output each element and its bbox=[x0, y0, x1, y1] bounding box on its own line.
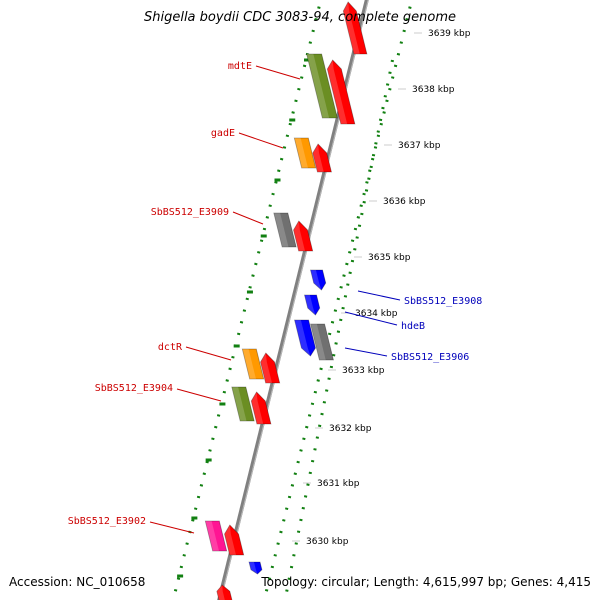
gene-box-SbBS512_E3904 bbox=[231, 386, 255, 422]
tick-label: 3635 kbp bbox=[368, 253, 411, 263]
gene-label-text: SbBS512_E3904 bbox=[95, 383, 173, 394]
dotted-line-inner-left bbox=[171, 0, 323, 600]
tick-label: 3633 kbp bbox=[342, 366, 385, 376]
gene-label-leader bbox=[357, 290, 401, 301]
gene-label-hdeB: hdeB bbox=[344, 311, 425, 332]
gene-box-SbBS512_E3906 bbox=[310, 323, 334, 361]
gene-label-leader bbox=[185, 346, 232, 361]
gene-arrow-red bbox=[342, 1, 368, 55]
gene-box-SbBS512_E3902 bbox=[204, 520, 228, 552]
gene-label-SbBS512_E3909: SbBS512_E3909 bbox=[151, 207, 264, 225]
tick-label: 3636 kbp bbox=[383, 197, 426, 207]
tick-label: 3639 kbp bbox=[428, 29, 471, 39]
gene-label-text: hdeB bbox=[401, 321, 425, 332]
topology-text: Topology: circular; Length: 4,615,997 bp… bbox=[261, 575, 591, 589]
gene-label-SbBS512_E3902: SbBS512_E3902 bbox=[68, 516, 195, 534]
tick-label: 3634 kbp bbox=[355, 309, 398, 319]
gene-label-leader bbox=[344, 347, 388, 357]
gene-label-leader bbox=[232, 211, 264, 225]
gene-box-SbBS512_E3909 bbox=[273, 212, 297, 248]
gene-box-mdtE bbox=[306, 53, 338, 119]
gene-features bbox=[204, 1, 368, 600]
gene-label-leader bbox=[344, 311, 398, 326]
gene-arrow-red bbox=[250, 391, 272, 425]
genome-title: Shigella boydii CDC 3083-94, complete ge… bbox=[143, 10, 457, 25]
gene-arrow-SbBS512_E3908 bbox=[310, 269, 327, 291]
gene-label-leader bbox=[255, 65, 301, 80]
gene-label-mdtE: mdtE bbox=[228, 61, 301, 80]
gene-label-SbBS512_E3904: SbBS512_E3904 bbox=[95, 383, 222, 402]
gene-box-dctR bbox=[241, 348, 265, 380]
gene-label-gadE: gadE bbox=[211, 128, 284, 149]
gene-label-text: dctR bbox=[158, 342, 183, 353]
gene-label-SbBS512_E3906: SbBS512_E3906 bbox=[344, 347, 469, 363]
tick-label: 3637 kbp bbox=[398, 141, 441, 151]
tick-label: 3631 kbp bbox=[317, 479, 360, 489]
tick-label: 3632 kbp bbox=[329, 424, 372, 434]
gene-label-SbBS512_E3908: SbBS512_E3908 bbox=[357, 290, 482, 307]
gene-label-text: SbBS512_E3909 bbox=[151, 207, 229, 218]
tick-label: 3630 kbp bbox=[306, 537, 349, 547]
tick-labels: 3639 kbp 3638 kbp 3637 kbp 3636 kbp 3635 kbp… bbox=[292, 29, 471, 547]
gene-arrow-blue bbox=[248, 561, 263, 575]
gene-label-text: SbBS512_E3902 bbox=[68, 516, 146, 527]
gene-label-leader bbox=[176, 388, 222, 402]
gene-label-leader bbox=[238, 132, 284, 149]
gene-label-leader bbox=[149, 521, 195, 534]
gene-label-text: SbBS512_E3908 bbox=[404, 296, 482, 307]
dotted-guide-lines bbox=[171, 0, 414, 600]
gene-arrow-red bbox=[293, 220, 314, 252]
gene-arrow-red bbox=[216, 584, 233, 600]
gene-label-dctR: dctR bbox=[158, 342, 232, 361]
gene-label-text: SbBS512_E3906 bbox=[391, 352, 469, 363]
tick-label: 3638 kbp bbox=[412, 85, 455, 95]
gene-arrow-blue bbox=[294, 319, 316, 357]
gene-labels: mdtE gadE SbBS512_E3909 SbBS512_E3908 hdeB Sb… bbox=[68, 61, 482, 534]
gene-arrow-red bbox=[312, 143, 332, 173]
gene-arrow-red bbox=[326, 59, 356, 125]
gene-box-gadE bbox=[293, 137, 317, 169]
gene-arrow-red bbox=[224, 524, 245, 556]
accession-text: Accession: NC_010658 bbox=[9, 575, 146, 589]
gene-label-text: mdtE bbox=[228, 61, 252, 72]
gene-arrow-hdeB bbox=[304, 294, 321, 316]
gene-arrow-red bbox=[260, 352, 281, 384]
gene-label-text: gadE bbox=[211, 128, 235, 139]
